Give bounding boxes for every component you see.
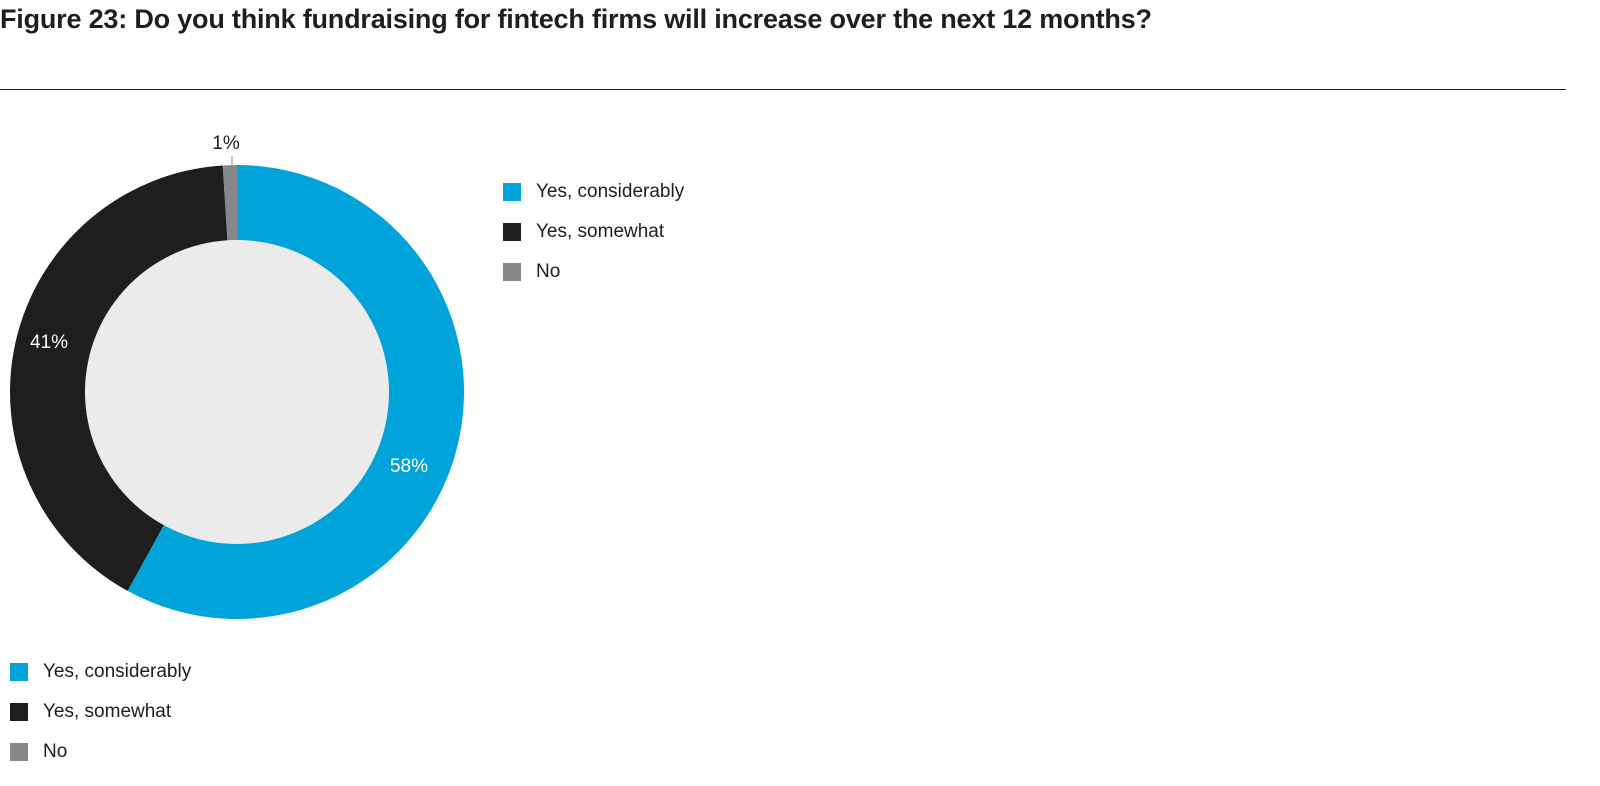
chart-title: Figure 23: Do you think fundraising for … <box>0 4 1152 34</box>
legend-swatch <box>10 703 28 721</box>
legend-item: No <box>503 252 684 292</box>
title-divider <box>0 89 1566 90</box>
legend-label: Yes, considerably <box>43 661 192 682</box>
legend-swatch <box>10 743 28 761</box>
legend-label: No <box>536 261 561 282</box>
data-label: 58% <box>390 456 428 477</box>
legend-item: Yes, considerably <box>503 172 684 212</box>
data-label: 1% <box>212 133 240 154</box>
data-label: 41% <box>30 332 68 353</box>
legend-swatch <box>503 223 521 241</box>
legend-swatch <box>503 183 521 201</box>
donut-center <box>85 240 389 544</box>
legend-label: Yes, considerably <box>536 181 685 202</box>
legend-swatch <box>10 663 28 681</box>
legend-bottom: Yes, considerably Yes, somewhat No <box>10 652 191 772</box>
legend-item: Yes, somewhat <box>10 692 191 732</box>
legend-item: No <box>10 732 191 772</box>
legend-item: Yes, somewhat <box>503 212 684 252</box>
legend-label: No <box>43 741 68 762</box>
legend-label: Yes, somewhat <box>536 221 665 242</box>
legend-right: Yes, considerably Yes, somewhat No <box>503 172 684 292</box>
legend-item: Yes, considerably <box>10 652 191 692</box>
legend-swatch <box>503 263 521 281</box>
legend-label: Yes, somewhat <box>43 701 172 722</box>
